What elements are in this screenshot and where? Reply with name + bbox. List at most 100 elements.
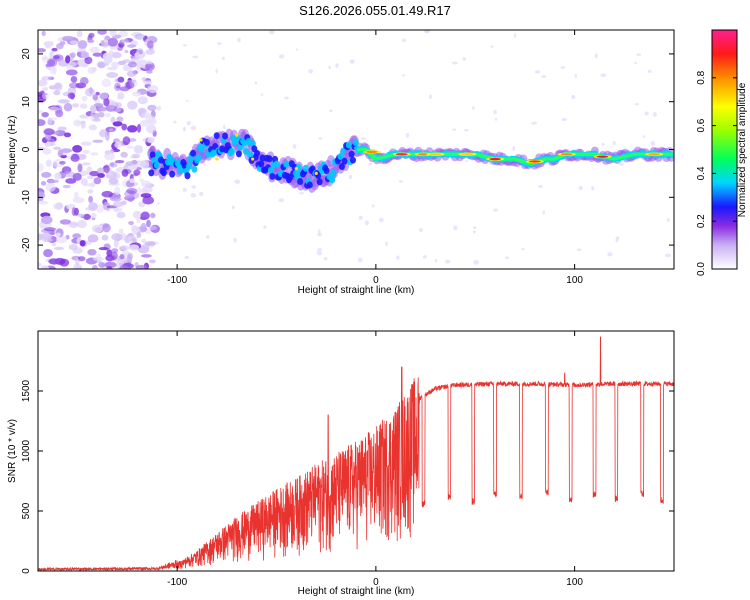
noise-blob xyxy=(513,33,517,39)
noise-blob xyxy=(87,248,97,256)
noise-blob xyxy=(357,257,363,263)
spec-xtick-label: 0 xyxy=(373,275,379,286)
noise-blob xyxy=(118,245,130,251)
noise-blob xyxy=(40,181,47,186)
noise-blob xyxy=(138,201,146,208)
noise-blob xyxy=(51,242,57,247)
noise-blob xyxy=(111,51,122,59)
noise-blob xyxy=(237,37,241,43)
noise-blob xyxy=(126,187,138,194)
noise-blob xyxy=(157,202,160,206)
noise-blob xyxy=(418,228,424,232)
noise-blob xyxy=(115,102,122,108)
track-core xyxy=(160,169,167,177)
noise-blob xyxy=(215,68,218,74)
track-yellow-dot xyxy=(294,167,298,171)
noise-blob xyxy=(136,217,141,224)
track-core xyxy=(153,161,160,169)
noise-blob xyxy=(117,60,126,66)
snr-ytick-label: 0 xyxy=(21,568,32,574)
spectrogram-ylabel: Frequency (Hz) xyxy=(7,116,18,185)
noise-blob xyxy=(45,182,56,192)
noise-blob xyxy=(108,177,119,185)
track-core xyxy=(213,132,220,140)
noise-blob xyxy=(127,100,138,110)
noise-blob xyxy=(77,256,86,262)
noise-blob xyxy=(190,125,197,131)
noise-blob xyxy=(98,92,109,100)
noise-blob xyxy=(284,96,289,100)
noise-blob xyxy=(38,119,46,126)
noise-blob xyxy=(607,252,613,257)
noise-blob xyxy=(406,133,410,138)
noise-blob xyxy=(378,217,384,223)
colorbar-tick-label: 0.8 xyxy=(696,70,707,84)
noise-blob xyxy=(106,249,113,257)
noise-blob xyxy=(472,106,475,110)
noise-blob xyxy=(113,239,119,248)
noise-blob xyxy=(186,120,192,126)
noise-blob xyxy=(100,40,105,47)
noise-blob xyxy=(148,225,157,231)
noise-blob xyxy=(134,33,145,40)
noise-blob xyxy=(429,94,432,100)
track-core xyxy=(269,172,276,180)
track-hotspot xyxy=(489,157,502,161)
noise-blob xyxy=(140,193,152,198)
track-core xyxy=(184,172,191,180)
noise-blob xyxy=(396,255,400,260)
colorbar-ticks: 0.0 0.2 0.4 0.6 0.8 xyxy=(696,70,737,276)
track-core xyxy=(297,178,304,186)
noise-blob xyxy=(452,128,457,131)
track-core xyxy=(345,141,352,149)
noise-blob xyxy=(104,152,115,161)
track-hotspot xyxy=(461,153,474,156)
spectrogram-content xyxy=(38,30,674,269)
noise-blob xyxy=(42,148,52,155)
noise-blob xyxy=(92,52,103,57)
noise-blob xyxy=(71,207,77,217)
noise-blob xyxy=(173,120,177,124)
track-core xyxy=(185,162,192,170)
noise-blob xyxy=(147,104,157,111)
noise-blob xyxy=(88,202,98,211)
track-yellow-dot xyxy=(235,133,239,137)
noise-blob xyxy=(127,235,138,244)
noise-blob xyxy=(113,207,119,213)
noise-blob xyxy=(91,118,101,122)
track-core xyxy=(329,176,336,184)
noise-blob xyxy=(89,152,99,156)
noise-blob xyxy=(644,111,649,116)
noise-blob xyxy=(192,55,199,59)
noise-blob xyxy=(91,224,104,233)
noise-blob xyxy=(402,38,407,43)
noise-blob xyxy=(40,215,53,225)
noise-blob xyxy=(254,81,258,85)
noise-blob xyxy=(113,172,121,180)
noise-blob xyxy=(82,149,91,154)
noise-blob xyxy=(184,255,189,260)
noise-blob xyxy=(114,160,125,164)
noise-blob xyxy=(542,210,546,215)
noise-blob xyxy=(118,30,128,38)
noise-blob xyxy=(132,173,139,177)
noise-blob xyxy=(59,161,66,165)
noise-blob xyxy=(142,196,154,205)
noise-blob xyxy=(561,118,567,122)
noise-blob xyxy=(72,263,82,269)
noise-blob xyxy=(521,248,525,251)
noise-blob xyxy=(316,250,322,256)
noise-blob xyxy=(494,118,498,121)
noise-blob xyxy=(70,76,78,83)
noise-blob xyxy=(146,70,153,74)
noise-blob xyxy=(103,164,110,174)
noise-blob xyxy=(92,139,104,143)
noise-blob xyxy=(512,146,516,152)
noise-blob xyxy=(424,30,431,34)
noise-blob xyxy=(43,227,56,232)
noise-blob xyxy=(422,255,427,259)
track-core xyxy=(302,164,309,172)
noise-blob xyxy=(72,145,83,153)
